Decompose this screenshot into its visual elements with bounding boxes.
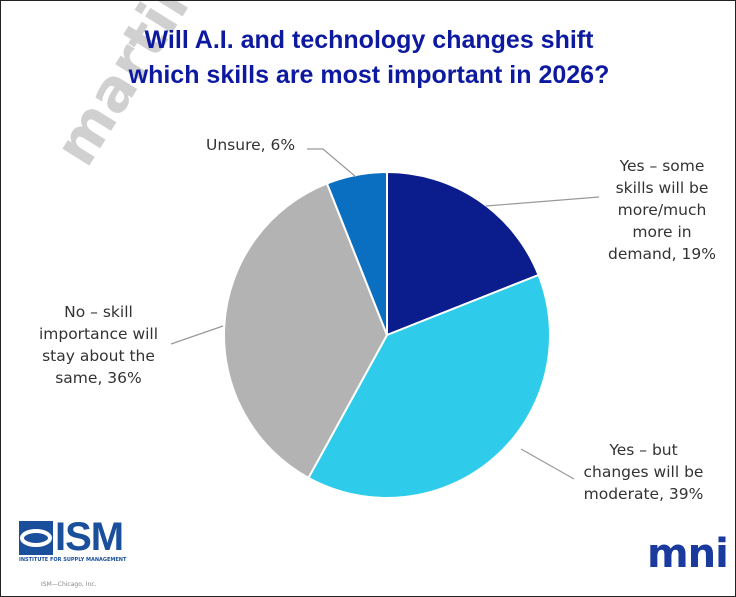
label-unsure: Unsure, 6%: [206, 136, 296, 154]
leader-line-yes-but: [520, 448, 575, 480]
label-yes-some: Yes – some skills will be more/much more in…: [608, 157, 716, 263]
leader-line-yes-some: [485, 196, 600, 207]
slice-yes-some: [386, 170, 540, 337]
mni-logo: mni: [647, 531, 729, 577]
chart-title: Will A.I. and technology changes shift w…: [1, 23, 735, 93]
ism-globe-icon: [19, 521, 53, 555]
slice-unsure: [325, 170, 388, 336]
label-no: No – skill importance will stay about the s…: [38, 303, 159, 387]
title-line: which skills are most important in 2026?: [128, 61, 610, 89]
slice-yes-but: [307, 273, 551, 499]
leader-line-no: [170, 325, 224, 345]
label-yes-but: Yes – but changes will be moderate, 39%: [583, 441, 704, 503]
title-line: Will A.I. and technology changes shift: [144, 26, 594, 54]
leader-line-unsure: [307, 148, 357, 178]
slice-no: [223, 182, 389, 480]
